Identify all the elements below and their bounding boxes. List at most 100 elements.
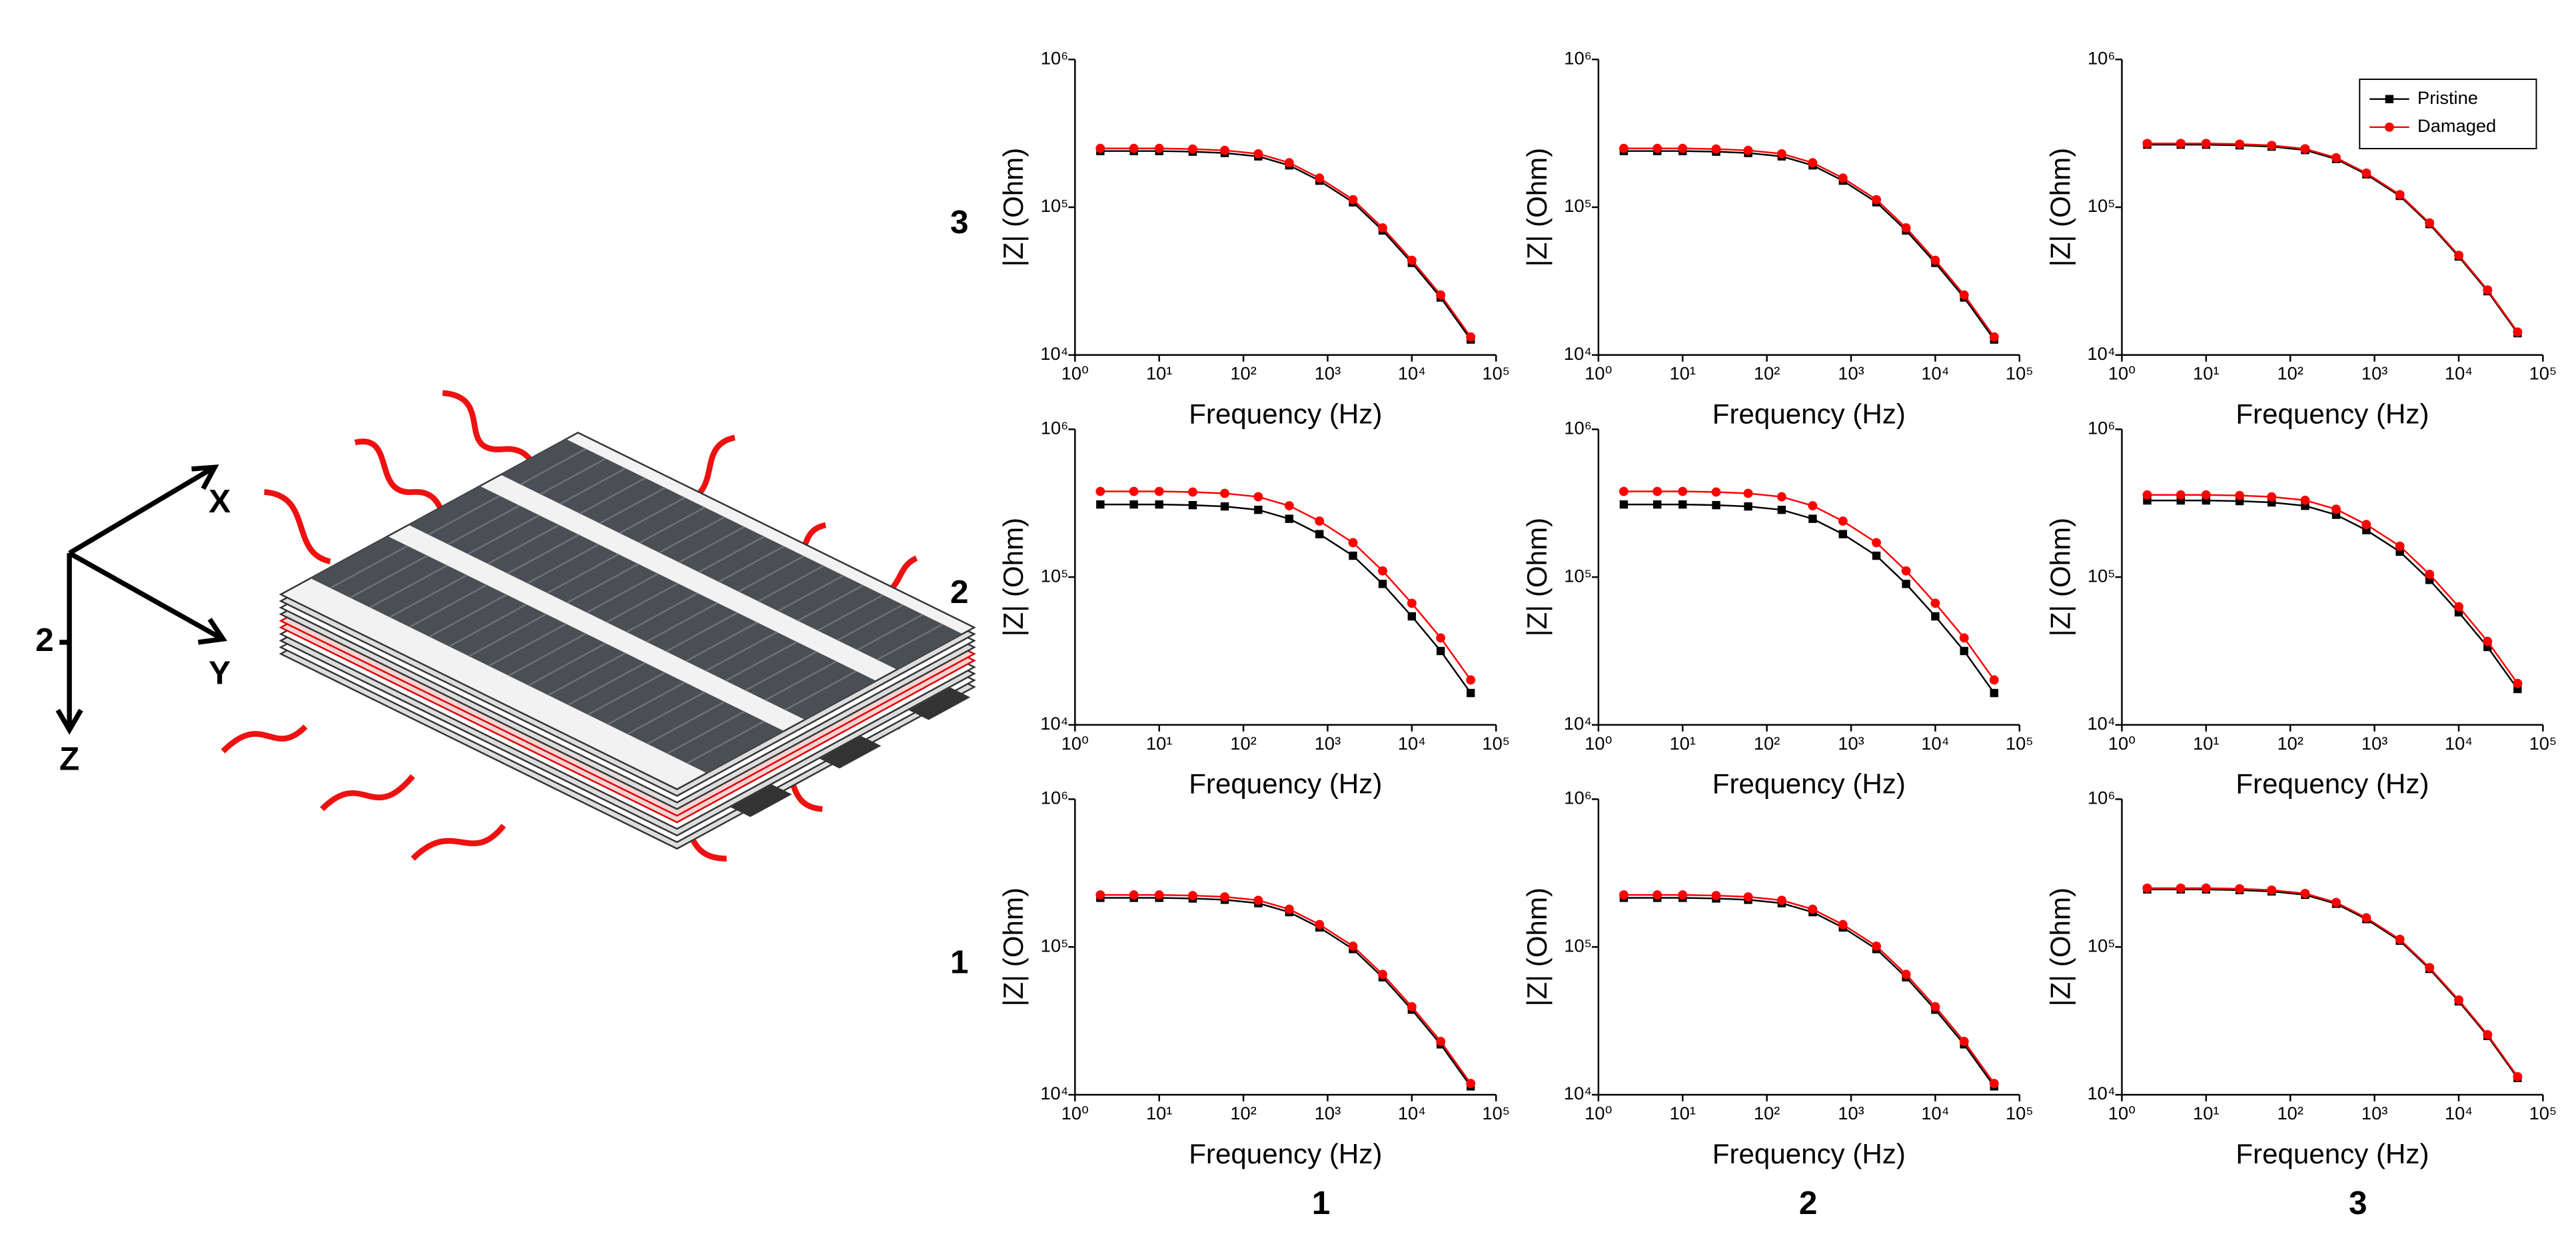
marker <box>1711 891 1721 901</box>
x-tick-label: 10⁵ <box>1482 733 1510 754</box>
marker <box>1901 223 1911 233</box>
y-tick-label: 10⁵ <box>1564 565 1592 586</box>
y-axis-title: |Z| (Ohm) <box>2044 148 2076 267</box>
x-tick-label: 10⁴ <box>1921 363 1949 384</box>
marker <box>1776 896 1786 906</box>
y-tick-label: 10⁴ <box>1040 343 1068 364</box>
y-tick-label: 10⁴ <box>1564 343 1592 364</box>
y-tick-label: 10⁶ <box>1041 788 1069 808</box>
weave <box>797 584 864 622</box>
x-tick-label: 10⁴ <box>2445 733 2473 754</box>
x-axis-title: Frequency (Hz) <box>2236 398 2429 430</box>
x-axis-title: Frequency (Hz) <box>1712 1138 1906 1169</box>
weave <box>876 623 944 661</box>
x-tick-label: 10⁵ <box>2529 1103 2557 1123</box>
legend-label: Pristine <box>2417 87 2478 108</box>
marker <box>1284 158 1294 168</box>
marker <box>1378 969 1387 979</box>
marker <box>1253 149 1263 159</box>
x-tick-label: 10⁴ <box>2445 1103 2473 1123</box>
weave <box>389 574 468 618</box>
marker <box>1808 904 1818 914</box>
x-tick-label: 10⁴ <box>1398 1103 1426 1123</box>
marker <box>2235 884 2245 894</box>
marker <box>2300 144 2310 154</box>
marker <box>2395 934 2405 944</box>
y-tick-label: 10⁴ <box>1564 1083 1592 1103</box>
weave <box>487 524 560 565</box>
z-axis-label: Z <box>59 740 79 778</box>
marker <box>1436 633 1446 643</box>
marker <box>1711 144 1721 154</box>
y-tick-label: 10⁴ <box>1040 1083 1068 1103</box>
marker <box>2176 490 2186 500</box>
x-tick-label: 10⁵ <box>2006 363 2034 384</box>
marker <box>2395 541 2405 551</box>
x-tick-label: 10⁰ <box>1585 363 1612 384</box>
y-tick-label: 10⁵ <box>1564 935 1592 955</box>
marker <box>1188 891 1197 901</box>
weave <box>546 553 619 594</box>
x-tick-label: 10¹ <box>1146 1103 1172 1123</box>
x-tick-label: 10⁴ <box>1398 363 1426 384</box>
x-tick-label: 10³ <box>2361 1103 2387 1123</box>
x-tick-label: 10² <box>2277 733 2303 754</box>
marker <box>1990 688 1998 698</box>
x-tick-label: 10⁴ <box>1921 1103 1949 1123</box>
series-line <box>2147 494 2519 684</box>
x-tick-label: 10³ <box>2361 363 2387 384</box>
y-tick-label: 10⁶ <box>1041 47 1069 68</box>
x-tick-label: 10⁰ <box>1585 1103 1612 1123</box>
weave <box>738 555 805 592</box>
ply-dark-patch <box>820 736 882 769</box>
weave <box>508 632 586 677</box>
x-tick-label: 10⁵ <box>2529 363 2557 384</box>
marker <box>1253 492 1263 502</box>
marker <box>1743 892 1753 902</box>
marker <box>1129 486 1139 496</box>
weave <box>428 594 507 638</box>
marker <box>1254 505 1263 514</box>
series-line <box>1100 503 1472 694</box>
marker <box>1872 551 1881 560</box>
weave <box>369 564 448 608</box>
ply-dark-patch <box>909 687 971 720</box>
y-tick-label: 10⁵ <box>1041 195 1069 216</box>
marker <box>1220 488 1229 498</box>
x-tick-label: 10⁴ <box>2445 363 2473 384</box>
marker <box>2267 492 2277 502</box>
marker <box>1872 941 1882 951</box>
ply-dark-patch <box>730 784 792 818</box>
x-tick-label: 10³ <box>1315 363 1341 384</box>
weave <box>560 467 626 505</box>
marker <box>1436 646 1445 656</box>
marker <box>2331 898 2341 908</box>
marker <box>2267 885 2277 895</box>
chart: 10⁰ 10¹ 10² 10³ 10⁴ 10⁵ 10⁴ 10⁵ 10⁶ Frequency (Hz… <box>997 418 1510 800</box>
marker <box>1220 892 1229 902</box>
marker <box>1407 598 1417 608</box>
marker <box>1959 1037 1969 1046</box>
x-tick-label: 10⁴ <box>1921 733 1949 754</box>
marker <box>1838 516 1848 526</box>
marker <box>1618 890 1628 900</box>
weave <box>599 487 666 524</box>
marker <box>1285 514 1294 523</box>
marker <box>1744 502 1752 511</box>
x-tick-label: 10¹ <box>2193 733 2219 754</box>
x-tick-label: 10⁰ <box>2108 1103 2136 1123</box>
marker <box>2235 139 2245 149</box>
y-tick-label: 10⁴ <box>1040 713 1068 734</box>
x-tick-label: 10¹ <box>1670 363 1696 384</box>
marker <box>1378 223 1387 233</box>
weave <box>745 650 818 692</box>
x-tick-label: 10³ <box>2361 733 2387 754</box>
marker <box>1838 530 1847 538</box>
y-axis-label: Y <box>209 654 231 692</box>
laminate-diagram <box>221 390 976 862</box>
x-tick-label: 10³ <box>1838 733 1864 754</box>
series-line <box>1100 894 1472 1084</box>
x-axis-title: Frequency (Hz) <box>2236 768 2429 800</box>
x-tick-label: 10² <box>1754 733 1780 754</box>
